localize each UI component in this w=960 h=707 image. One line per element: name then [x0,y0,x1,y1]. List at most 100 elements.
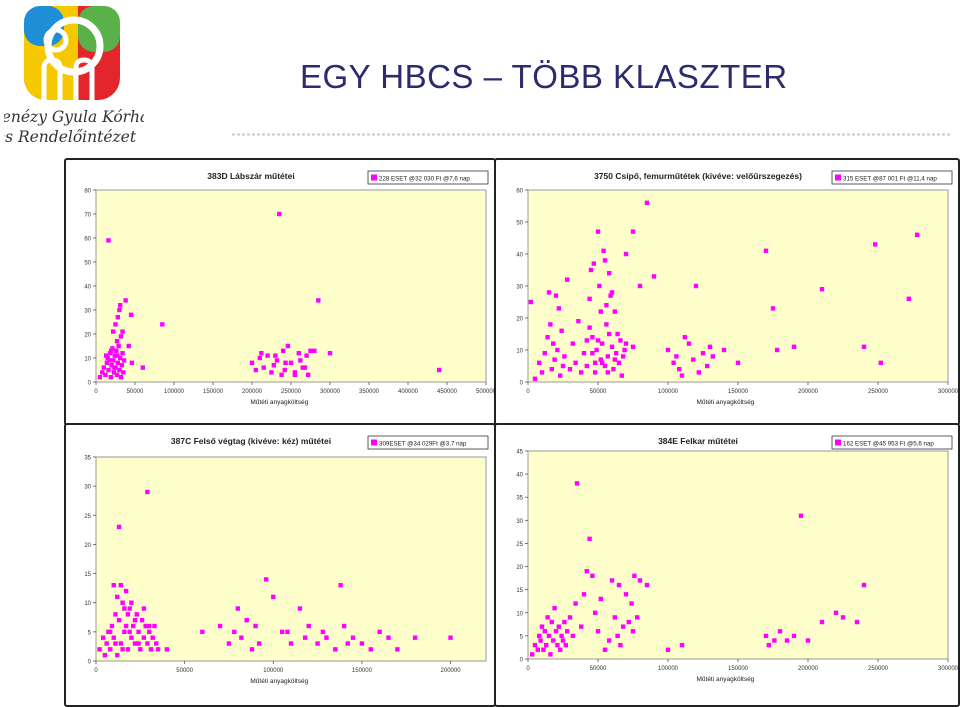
x-tick-label: 100000 [164,389,185,395]
data-point [651,274,657,279]
data-point [129,360,135,365]
data-point [265,353,270,358]
legend-label: 228 ESET @32 030 Ft @7,6 nap [379,176,470,183]
x-tick-label: 250000 [868,389,889,395]
data-point [121,358,127,363]
data-point [601,248,606,253]
data-point [615,633,620,639]
data-point [696,370,701,375]
data-point [609,290,615,295]
y-tick-label: 40 [516,253,523,259]
data-point [263,577,269,582]
data-point [611,367,616,372]
data-point [116,618,122,623]
data-point [598,357,603,362]
data-point [770,306,776,311]
data-point [861,582,867,588]
data-point [129,635,134,640]
y-tick-label: 80 [84,189,91,195]
x-tick-label: 50000 [590,389,607,395]
data-point [115,594,120,600]
data-point [302,635,308,640]
data-point [350,635,356,640]
legend-marker [835,439,841,446]
data-point [579,624,584,629]
data-point [125,612,131,617]
data-point [607,271,612,276]
data-point [412,635,418,640]
data-point [345,641,350,646]
data-point [598,596,603,602]
data-point [541,647,546,652]
chart-387c: 387C Felső végtag (kivéve: kéz) műtétei 3… [84,435,489,685]
legend-label: 315 ESET @87 001 Ft @11,4 nap [843,176,937,183]
data-point [798,513,804,518]
x-tick-label: 0 [526,389,530,395]
data-point [148,647,154,652]
data-point [324,635,329,640]
data-point [97,647,102,652]
data-point [123,298,128,303]
x-tick-label: 50000 [590,666,607,672]
data-point [556,624,561,629]
data-point [560,638,566,643]
x-tick-label: 400000 [398,389,419,395]
data-point [118,583,124,588]
y-tick-label: 5 [520,634,524,640]
legend-label: 309ESET @34 029Ft @3,7 nap [379,441,467,448]
data-point [244,618,249,623]
y-tick-label: 20 [84,543,91,549]
logo-line2: és Rendelőintézet [4,128,137,146]
data-point [120,647,125,652]
data-point [539,370,545,375]
data-point [528,299,533,305]
data-point [249,647,255,652]
data-point [103,353,109,358]
data-point [100,370,105,375]
y-tick-label: 50 [516,221,523,227]
y-tick-label: 60 [84,237,91,243]
data-point [600,360,605,365]
data-point [131,623,136,629]
y-tick-label: 30 [516,519,523,525]
data-point [282,367,287,373]
data-point [549,619,554,625]
data-point [637,283,643,289]
data-point [274,358,280,363]
x-tick-label: 300000 [320,389,341,395]
chart-panel-383d: 383D Lábszár műtétei 228 ESET @32 030 Ft … [64,158,496,426]
data-point [140,365,145,370]
data-point [549,367,554,372]
data-point [114,339,120,344]
data-point [559,328,564,333]
data-point [607,331,612,337]
data-point [257,355,262,361]
data-point [637,578,643,583]
y-tick-label: 10 [516,611,523,617]
data-point [861,344,867,349]
y-tick-label: 40 [84,285,91,291]
data-point [721,347,727,353]
x-tick-label: 100000 [658,389,679,395]
data-point [141,635,147,640]
data-point [386,635,391,640]
y-tick-label: 5 [88,630,92,636]
data-point [621,354,626,359]
data-point [120,600,125,605]
data-point [164,647,170,652]
data-point [118,334,124,339]
data-point [107,647,113,652]
data-point [269,370,274,375]
data-point [155,647,161,652]
data-point [545,615,550,620]
data-point [341,623,347,629]
data-point [587,325,592,330]
data-point [115,652,120,658]
data-point [109,623,115,629]
logo-emblem: Kenézy Gyula Kórház és Rendelőintézet [0,6,158,146]
data-point [552,605,557,611]
data-point [115,315,121,320]
data-point [559,633,564,639]
x-tick-label: 0 [94,668,98,674]
data-point [573,601,578,606]
